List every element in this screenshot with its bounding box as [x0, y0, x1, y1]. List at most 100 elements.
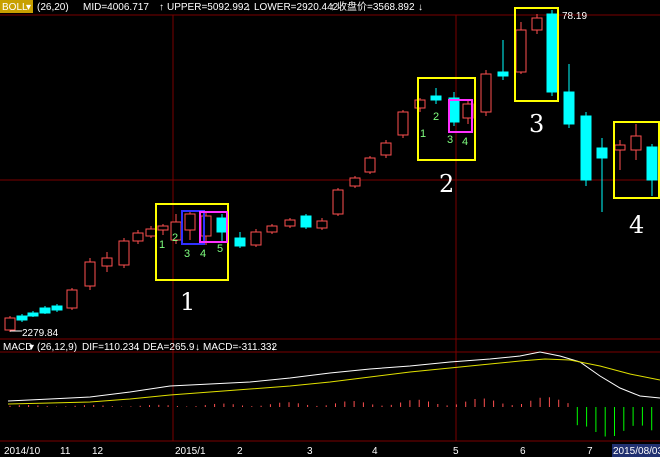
candle-body — [132, 232, 144, 242]
candle-body — [300, 215, 312, 228]
boll-header: BOLL ▾ (26,20) MID=4006.717 ↑ UPPER=5092… — [0, 0, 423, 13]
candle-body — [380, 142, 392, 156]
x-label-current: 2015/08/03 — [613, 446, 660, 457]
candle-body — [216, 217, 228, 233]
candle-body — [580, 115, 592, 181]
boll-lower: LOWER=2920.442 — [254, 2, 339, 13]
candle-body — [546, 13, 558, 93]
candle-body — [250, 231, 262, 246]
magenta-box-2 — [448, 99, 473, 133]
inner2-num-2: 2 — [433, 111, 439, 123]
candle-body — [448, 97, 460, 123]
arrow-down-icon: ↓ — [135, 342, 140, 353]
arrow-down-icon: ↓ — [246, 2, 251, 13]
macd-dif: DIF=110.234 — [82, 342, 140, 353]
dif-line — [7, 351, 660, 402]
candle-body — [234, 237, 246, 247]
arrow-down-icon: ↓ — [418, 2, 423, 13]
chevron-down-icon[interactable]: ▾ — [29, 342, 34, 353]
candle-body — [364, 157, 376, 173]
inner-num-5: 5 — [217, 243, 223, 255]
arrow-down-icon: ↓ — [195, 342, 200, 353]
candle-body — [563, 91, 575, 125]
inner-num-1: 1 — [159, 239, 165, 251]
candle-body — [66, 289, 78, 309]
annotation-box-3 — [514, 7, 559, 102]
inner2-num-4: 4 — [462, 136, 468, 148]
macd-params: (26,12,9) — [37, 342, 77, 353]
boll-upper: UPPER=5092.992 — [167, 2, 249, 13]
boll-name[interactable]: BOLL — [2, 2, 28, 13]
chevron-down-icon[interactable]: ▾ — [26, 2, 31, 13]
candle-body — [515, 29, 527, 73]
candlestick-series — [4, 10, 658, 332]
boll-dropdown[interactable] — [0, 0, 33, 13]
macd-dea: DEA=265.9 — [143, 342, 195, 353]
candle-body — [646, 146, 658, 181]
inner-num-4: 4 — [200, 248, 206, 260]
candle-body — [118, 240, 130, 266]
inner-num-2: 2 — [172, 232, 178, 244]
x-label-nov: 11 — [60, 446, 71, 457]
low-price-label: 2279.84 — [22, 328, 59, 339]
x-label-dec: 12 — [92, 446, 104, 457]
macd-name[interactable]: MACD — [3, 342, 32, 353]
candle-body — [4, 317, 16, 331]
dea-line — [7, 358, 660, 405]
candle-body — [84, 261, 96, 287]
high-price-label: 78.19 — [562, 11, 587, 22]
boll-params: (26,20) — [37, 2, 69, 13]
x-label-apr: 4 — [372, 446, 378, 457]
blue-box — [181, 210, 205, 245]
x-label-jun: 6 — [520, 446, 526, 457]
box-label-2: 2 — [439, 170, 454, 198]
candle-body — [614, 144, 626, 151]
box-label-1: 1 — [180, 288, 195, 316]
candle-body — [497, 71, 509, 77]
x-label-oct: 2014/10 — [4, 446, 41, 457]
candle-body — [27, 312, 39, 317]
candle-body — [480, 73, 492, 113]
x-label-feb: 2 — [237, 446, 243, 457]
candle-body — [200, 215, 212, 237]
x-label-may: 5 — [453, 446, 459, 457]
annotation-box-2 — [417, 77, 476, 161]
candle-body — [266, 225, 278, 233]
boll-mid: MID=4006.717 — [83, 2, 149, 13]
magenta-box-1 — [199, 211, 228, 243]
x-axis: 2014/10 11 12 2015/1 2 3 4 5 6 7 2015/08… — [4, 444, 660, 457]
arrow-up-icon: ↑ — [159, 2, 164, 13]
annotation-box-4 — [613, 121, 660, 199]
macd-header: MACD ▾ (26,12,9) DIF=110.234 ↓ DEA=265.9… — [3, 342, 277, 353]
arrow-up-icon: ↑ — [330, 2, 335, 13]
candle-body — [51, 305, 63, 311]
inner-num-3: 3 — [184, 248, 190, 260]
arrow-down-icon: ↓ — [271, 342, 276, 353]
candle-body — [630, 135, 642, 151]
candle-body — [531, 17, 543, 31]
inner2-num-1: 1 — [420, 128, 426, 140]
candle-body — [316, 220, 328, 229]
candle-body — [430, 95, 442, 101]
candle-body — [284, 219, 296, 227]
macd-histogram — [9, 397, 653, 437]
candle-body — [16, 315, 28, 321]
candle-body — [397, 111, 409, 136]
inner2-num-3: 3 — [447, 134, 453, 146]
macd-value: MACD=-311.332 — [203, 342, 277, 353]
candle-body — [39, 307, 51, 314]
candle-body — [145, 228, 157, 237]
candle-body — [349, 177, 361, 187]
candle-body — [157, 225, 169, 231]
box-label-3: 3 — [529, 110, 544, 138]
candle-body — [184, 213, 196, 231]
candle-body — [332, 189, 344, 215]
date-highlight — [612, 444, 660, 457]
candle-body — [414, 99, 426, 109]
x-label-jan: 2015/1 — [175, 446, 206, 457]
box-label-4: 4 — [629, 211, 644, 239]
x-label-jul: 7 — [587, 446, 593, 457]
candle-body — [101, 257, 113, 267]
candle-body — [596, 147, 608, 159]
